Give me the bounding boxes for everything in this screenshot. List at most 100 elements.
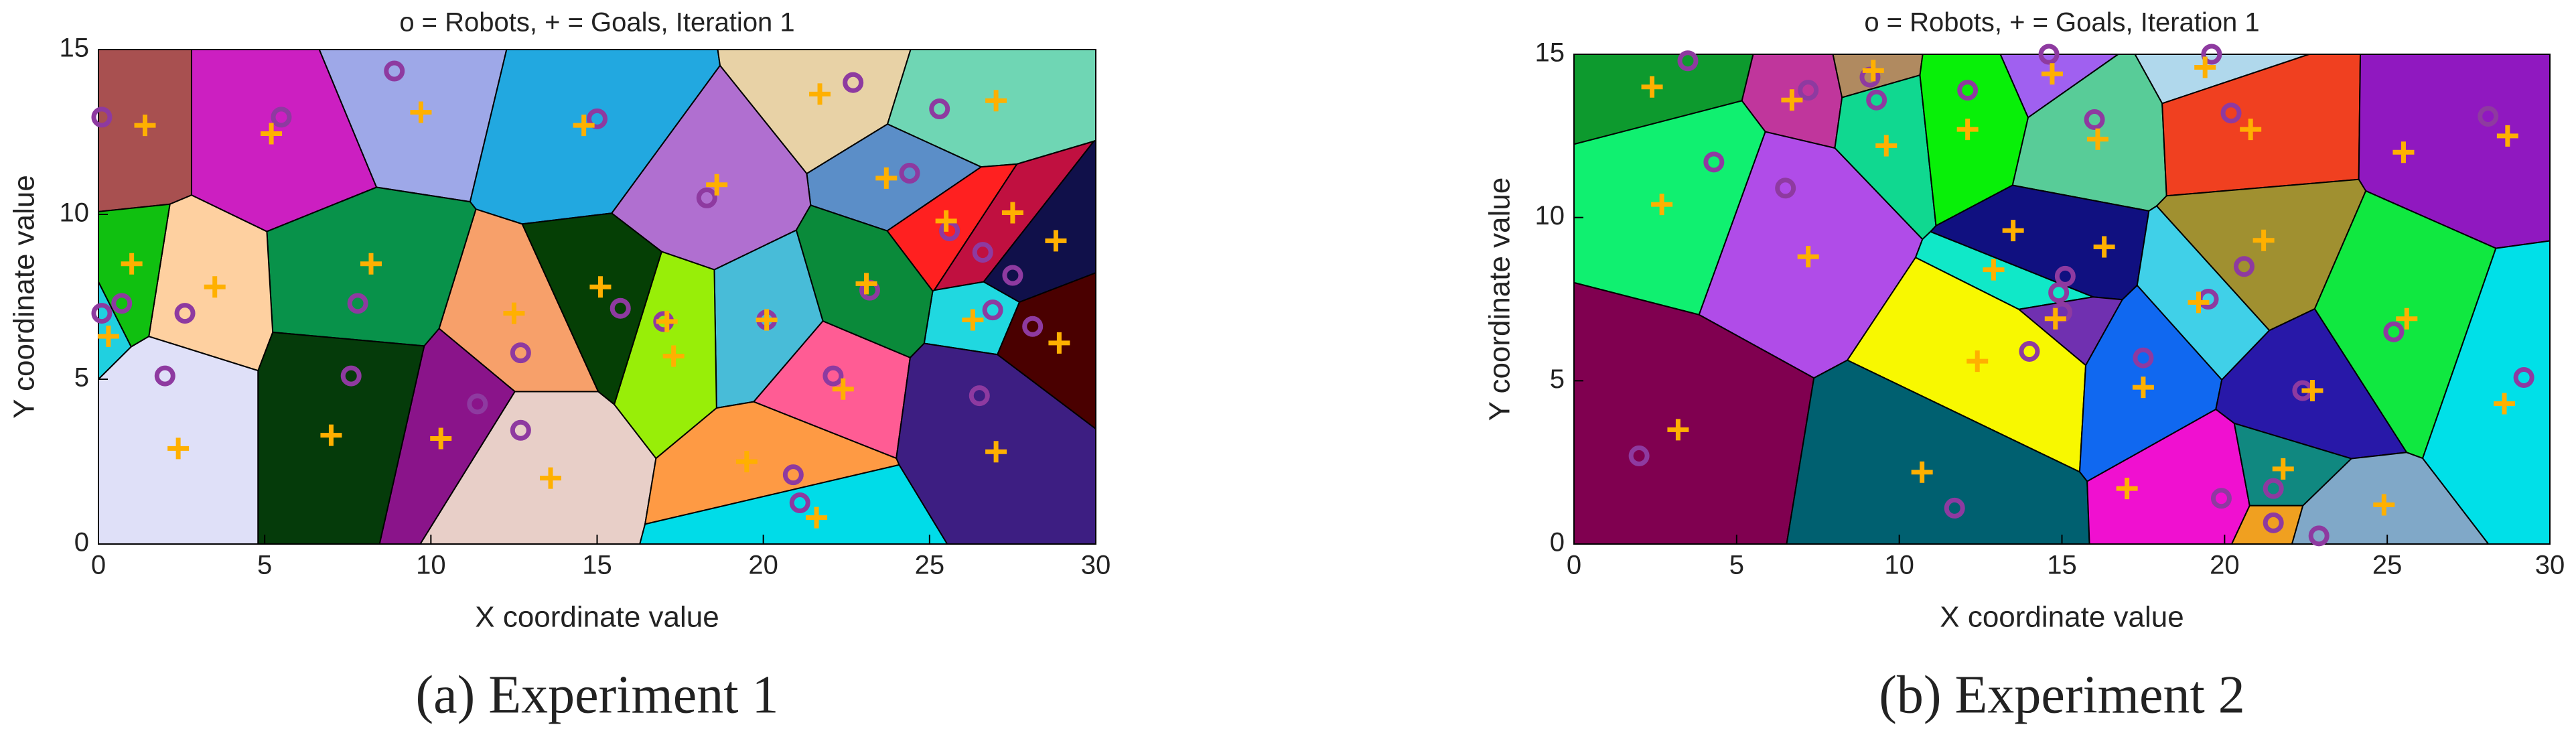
robot-marker	[587, 108, 607, 129]
x-tick-label: 20	[748, 551, 778, 580]
goal-marker	[320, 424, 342, 446]
goal-marker	[832, 378, 854, 400]
goal-marker	[2396, 308, 2418, 330]
robot-marker	[782, 464, 804, 486]
robot-marker	[1677, 50, 1699, 72]
x-tick-label: 10	[1884, 551, 1914, 580]
robot-marker	[929, 98, 950, 120]
x-tick-label: 15	[582, 551, 612, 580]
goal-marker	[1983, 259, 2005, 281]
goal-marker	[1001, 202, 1023, 224]
robot-marker	[969, 385, 990, 407]
x-axis-label: X coordinate value	[475, 601, 719, 634]
goal-marker	[1667, 419, 1689, 441]
goal-marker	[2373, 494, 2395, 516]
goal-marker	[430, 427, 452, 450]
goal-marker	[261, 123, 283, 145]
robot-marker	[696, 187, 717, 208]
caption: (b) Experiment 2	[1879, 665, 2244, 724]
robot-marker	[1703, 151, 1725, 173]
x-tick-label: 20	[2210, 551, 2240, 580]
robot-marker	[843, 72, 864, 93]
robot-marker	[2048, 282, 2070, 303]
goal-marker	[503, 302, 525, 324]
goal-marker	[2002, 220, 2024, 242]
robot-marker	[2263, 512, 2284, 533]
goal-marker	[2194, 56, 2216, 78]
goal-marker	[2496, 125, 2518, 147]
robot-marker	[2478, 106, 2499, 127]
goal-marker	[573, 115, 595, 137]
goal-marker	[935, 210, 957, 232]
robot-marker	[347, 293, 368, 314]
robot-marker	[91, 303, 113, 324]
robot-marker	[2220, 103, 2242, 124]
plot: 0 5 10 15 20 25 30 0 5 10 15 o = Robots, + = Goals,…	[8, 8, 1111, 725]
robot-marker	[1775, 178, 1796, 199]
x-tick-label: 15	[2047, 551, 2077, 580]
robot-marker	[111, 293, 133, 314]
robot-marker	[2233, 256, 2255, 277]
goal-marker	[410, 101, 432, 123]
x-tick-label: 0	[1567, 551, 1581, 580]
goal-marker	[2093, 236, 2115, 258]
y-axis-label: Y coordinate value	[8, 175, 41, 419]
robot-marker	[384, 60, 405, 82]
goal-marker	[2041, 63, 2063, 85]
robot-marker	[2054, 265, 2076, 287]
x-tick-label: 10	[416, 551, 446, 580]
robot-marker	[91, 107, 113, 128]
robot-marker	[2263, 478, 2284, 499]
robot-marker	[154, 365, 175, 387]
robot-marker	[510, 342, 531, 364]
chart-title: o = Robots, + = Goals, Iteration 1	[399, 8, 794, 38]
y-tick-label: 0	[74, 528, 89, 557]
x-tick-label: 25	[2372, 551, 2403, 580]
goal-marker	[167, 437, 190, 460]
goal-marker	[1911, 461, 1933, 483]
y-tick-label: 0	[1550, 528, 1565, 557]
goal-marker	[1875, 135, 1898, 157]
goal-marker	[2240, 119, 2262, 141]
x-tick-label: 0	[91, 551, 106, 580]
goal-marker	[1651, 194, 1673, 216]
caption: (a) Experiment 1	[416, 665, 779, 724]
robot-marker	[2210, 488, 2232, 509]
robot-marker	[2084, 109, 2105, 130]
goal-marker	[985, 90, 1007, 112]
goal-marker	[855, 273, 877, 295]
goal-marker	[706, 174, 728, 196]
goal-marker	[1966, 350, 1989, 373]
robot-marker	[1957, 80, 1979, 101]
goal-marker	[1956, 119, 1979, 141]
y-tick-label: 5	[74, 363, 89, 393]
goal-marker	[662, 345, 685, 367]
x-tick-label: 30	[1081, 551, 1111, 580]
goal-marker	[1862, 60, 1884, 82]
robot-marker	[1628, 445, 1650, 466]
y-tick-label: 15	[60, 33, 90, 63]
robot-marker	[1022, 316, 1044, 337]
goal-marker	[97, 326, 119, 348]
robot-marker	[972, 242, 993, 263]
goal-marker	[2392, 141, 2415, 163]
x-tick-label: 30	[2535, 551, 2565, 580]
robot-marker	[2019, 340, 2040, 362]
goal-marker	[1797, 246, 1819, 268]
robot-marker	[1798, 80, 1819, 101]
robot-marker	[899, 163, 920, 184]
goal-marker	[2044, 308, 2066, 330]
goal-marker	[735, 451, 758, 472]
y-tick-label: 10	[1535, 201, 1565, 230]
goal-marker	[1781, 89, 1803, 111]
robot-marker	[822, 365, 844, 387]
robot-marker	[2308, 525, 2330, 547]
y-tick-label: 5	[1550, 364, 1565, 394]
goal-marker	[756, 309, 778, 331]
goal-marker	[2116, 478, 2138, 500]
y-axis-label: Y coordinate value	[1484, 178, 1516, 421]
goal-marker	[1048, 332, 1070, 354]
goal-marker	[2272, 458, 2294, 480]
goal-marker	[2301, 379, 2323, 401]
